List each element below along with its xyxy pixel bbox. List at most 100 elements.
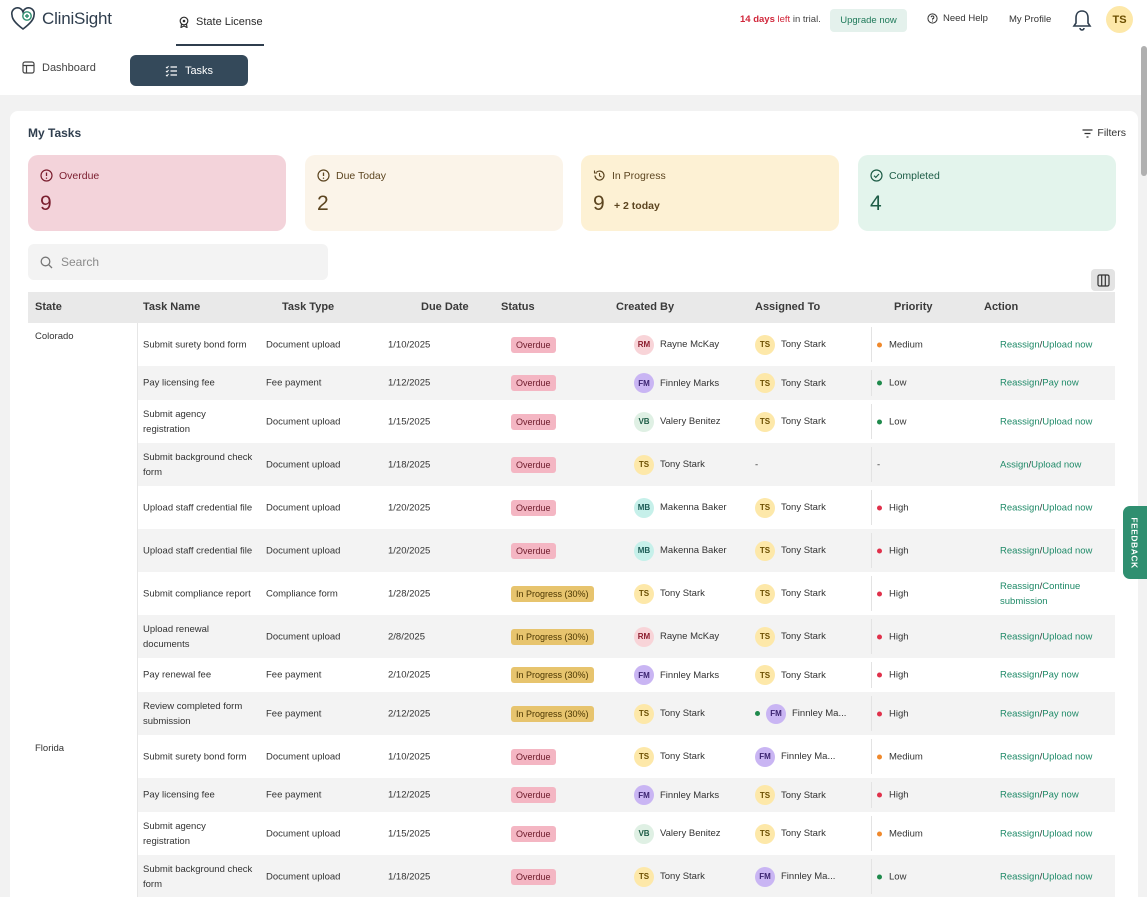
primary-action-link[interactable]: Upload now [1042,502,1093,513]
column-divider [871,816,872,851]
task-name[interactable]: Upload staff credential file [143,545,253,556]
filters-button[interactable]: Filters [1082,127,1126,139]
columns-toggle-button[interactable] [1091,269,1115,291]
table-row[interactable]: Upload staff credential file Document upl… [138,529,1115,572]
task-name[interactable]: Submit compliance report [143,588,251,599]
task-name[interactable]: Submit background check form [143,451,253,478]
assigned-to[interactable]: TS Tony Stark [755,497,826,518]
reassign-link[interactable]: Reassign [1000,789,1040,801]
col-assigned-to[interactable]: Assigned To [755,301,821,313]
search-placeholder: Search [61,255,100,269]
task-name[interactable]: Submit surety bond form [143,339,247,350]
primary-action-link[interactable]: Upload now [1042,751,1093,762]
feedback-tab[interactable]: FEEDBACK [1123,506,1147,579]
task-name[interactable]: Pay renewal fee [143,669,212,681]
assigned-to[interactable]: TS Tony Stark [755,334,826,355]
task-name[interactable]: Upload renewal documents [143,623,210,650]
assigned-to[interactable]: - [755,459,758,470]
reassign-link[interactable]: Reassign [1000,545,1040,556]
reassign-link[interactable]: Reassign [1000,669,1040,681]
assigned-to-name: - [755,459,759,470]
col-priority[interactable]: Priority [894,301,933,313]
assigned-to[interactable]: FM Finnley Ma... [755,866,835,887]
assigned-to[interactable]: TS Tony Stark [755,373,826,393]
reassign-link[interactable]: Reassign [1000,339,1040,350]
primary-action-link[interactable]: Upload now [1042,871,1093,882]
task-name[interactable]: Upload staff credential file [143,502,253,513]
reassign-link[interactable]: Reassign [1000,502,1040,513]
col-status[interactable]: Status [501,301,535,313]
primary-action-link[interactable]: Upload now [1042,631,1093,642]
assigned-to[interactable]: TS Tony Stark [755,583,826,604]
primary-action-link[interactable]: Upload now [1042,545,1093,556]
primary-action-link[interactable]: Upload now [1042,339,1093,350]
table-row[interactable]: Submit background check form Document upl… [138,443,1115,486]
col-created-by[interactable]: Created By [616,301,675,313]
assigned-to[interactable]: TS Tony Stark [755,540,826,561]
user-avatar[interactable]: TS [1106,6,1133,33]
nav-state-license[interactable]: State License [176,0,264,46]
task-name[interactable]: Pay licensing fee [143,377,215,389]
need-help-link[interactable]: Need Help [927,13,988,24]
page-scrollbar[interactable] [1141,46,1147,176]
my-profile-link[interactable]: My Profile [1009,14,1052,25]
table-row[interactable]: Submit background check form Document upl… [138,855,1115,897]
table-row[interactable]: Pay renewal fee Fee payment 2/10/2025 In Pr… [138,658,1115,692]
task-name[interactable]: Submit surety bond form [143,751,247,762]
primary-action-link[interactable]: Upload now [1042,828,1093,839]
stat-card-in-progress[interactable]: In Progress 9 + 2 today [581,155,839,231]
primary-action-link[interactable]: Pay now [1042,669,1079,681]
stat-card-overdue[interactable]: Overdue 9 [28,155,286,231]
task-name[interactable]: Review completed form submission [143,700,243,727]
tab-dashboard[interactable]: Dashboard [22,61,96,74]
table-row[interactable]: Pay licensing fee Fee payment 1/12/2025 Ove… [138,366,1115,400]
col-action[interactable]: Action [984,301,1019,313]
reassign-link[interactable]: Reassign [1000,416,1040,427]
task-name[interactable]: Pay licensing fee [143,789,215,801]
search-input[interactable]: Search [28,244,328,280]
reassign-link[interactable]: Reassign [1000,871,1040,882]
primary-action-link[interactable]: Pay now [1042,377,1079,389]
table-row[interactable]: Upload staff credential file Document upl… [138,486,1115,529]
primary-action-link[interactable]: Pay now [1042,708,1079,719]
bell-icon[interactable] [1072,9,1092,36]
col-task-name[interactable]: Task Name [143,301,201,313]
assigned-to[interactable]: TS Tony Stark [755,626,826,647]
col-state[interactable]: State [35,301,62,313]
col-task-type[interactable]: Task Type [282,301,335,313]
reassign-link[interactable]: Reassign [1000,580,1040,592]
table-row[interactable]: Submit agency registration Document uploa… [138,400,1115,443]
stat-card-due-today[interactable]: Due Today 2 [305,155,563,231]
primary-action-link[interactable]: Upload now [1042,416,1093,427]
tab-tasks[interactable]: Tasks [130,55,248,86]
assigned-to[interactable]: TS Tony Stark [755,823,826,844]
table-row[interactable]: Submit surety bond form Document upload 1/… [138,323,1115,366]
table-row[interactable]: Submit agency registration Document uploa… [138,812,1115,855]
table-row[interactable]: Upload renewal documents Document upload 2… [138,615,1115,658]
assigned-to[interactable]: FM Finnley Ma... [755,703,846,724]
stat-card-completed[interactable]: Completed 4 [858,155,1116,231]
reassign-link[interactable]: Assign [1000,459,1029,470]
reassign-link[interactable]: Reassign [1000,631,1040,642]
reassign-link[interactable]: Reassign [1000,751,1040,762]
upgrade-button[interactable]: Upgrade now [830,9,907,32]
primary-action-link[interactable]: Pay now [1042,789,1079,801]
col-due-date[interactable]: Due Date [421,301,469,313]
assigned-to[interactable]: TS Tony Stark [755,411,826,432]
primary-action-link[interactable]: Continue submission [1000,580,1081,607]
task-name[interactable]: Submit background check form [143,863,253,890]
task-name[interactable]: Submit agency registration [143,408,206,435]
table-row[interactable]: Pay licensing fee Fee payment 1/12/2025 Ove… [138,778,1115,812]
reassign-link[interactable]: Reassign [1000,828,1040,839]
assigned-to[interactable]: TS Tony Stark [755,785,826,805]
assigned-to[interactable]: TS Tony Stark [755,665,826,685]
task-name[interactable]: Submit agency registration [143,820,206,847]
table-row[interactable]: Submit surety bond form Document upload 1/… [138,735,1115,778]
reassign-link[interactable]: Reassign [1000,708,1040,719]
primary-action-link[interactable]: Upload now [1031,459,1082,470]
reassign-link[interactable]: Reassign [1000,377,1040,389]
brand-logo[interactable]: CliniSight [10,7,112,31]
table-row[interactable]: Submit compliance report Compliance form 1… [138,572,1115,615]
table-row[interactable]: Review completed form submission Fee paym… [138,692,1115,735]
assigned-to[interactable]: FM Finnley Ma... [755,746,835,767]
